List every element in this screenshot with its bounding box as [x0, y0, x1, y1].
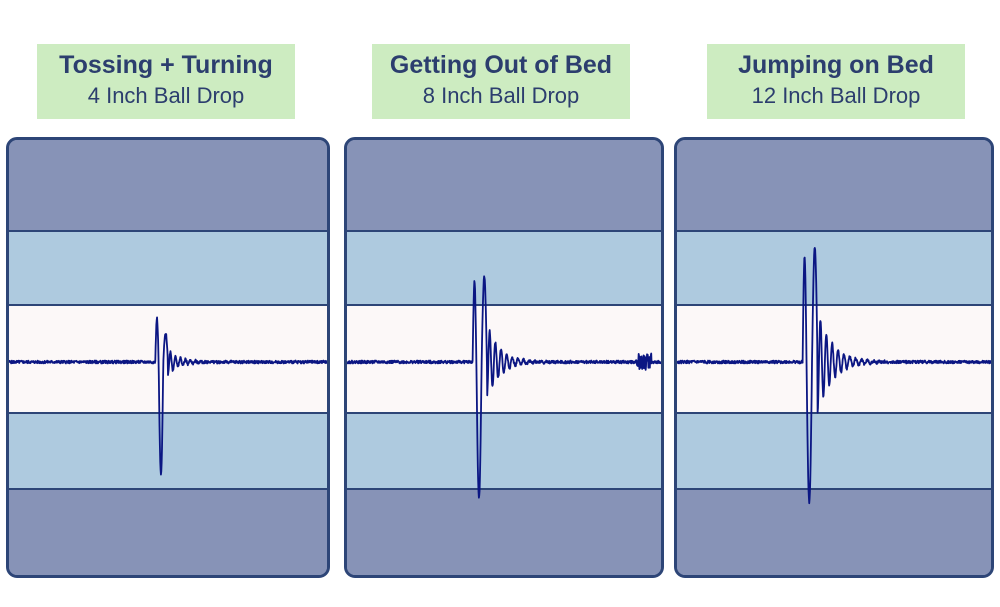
label-jumping-on-bed: Jumping on Bed 12 Inch Ball Drop: [707, 44, 965, 119]
outer-band-top: [9, 140, 327, 232]
label-getting-out-of-bed: Getting Out of Bed 8 Inch Ball Drop: [372, 44, 630, 119]
chart-panel-1: [6, 137, 330, 578]
middle-band-top: [347, 232, 661, 306]
outer-band-top: [677, 140, 991, 232]
waveform-chart-2: [347, 275, 661, 499]
middle-band-bottom: [347, 414, 661, 490]
waveform-chart-3: [677, 247, 991, 505]
waveform-trace: [9, 316, 327, 476]
chart-subtitle-3: 12 Inch Ball Drop: [751, 83, 921, 108]
chart-subtitle-2: 8 Inch Ball Drop: [422, 83, 580, 108]
chart-panel-2: [344, 137, 664, 578]
middle-band-top: [9, 232, 327, 306]
waveform-trace: [677, 247, 991, 505]
waveform-trace: [347, 275, 661, 499]
outer-band-bottom: [677, 490, 991, 575]
middle-band-bottom: [677, 414, 991, 490]
chart-subtitle-1: 4 Inch Ball Drop: [87, 83, 245, 108]
outer-band-bottom: [9, 490, 327, 575]
chart-title-2: Getting Out of Bed: [389, 51, 613, 79]
outer-band-bottom: [347, 490, 661, 575]
chart-title-3: Jumping on Bed: [738, 51, 934, 79]
middle-band-top: [677, 232, 991, 306]
chart-title-1: Tossing + Turning: [59, 51, 273, 79]
label-tossing-turning: Tossing + Turning 4 Inch Ball Drop: [37, 44, 295, 119]
middle-band-bottom: [9, 414, 327, 490]
outer-band-top: [347, 140, 661, 232]
waveform-chart-1: [9, 316, 327, 476]
chart-panel-3: [674, 137, 994, 578]
